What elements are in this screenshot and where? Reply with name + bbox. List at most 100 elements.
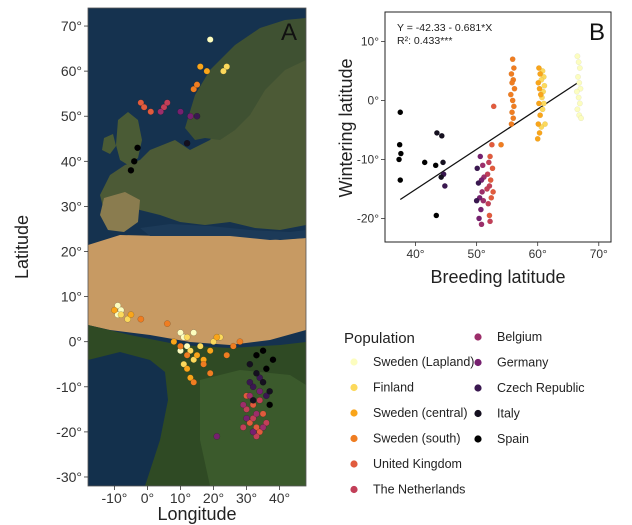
y-tick-label: 30° bbox=[61, 198, 82, 214]
map-point bbox=[187, 112, 194, 120]
scatter-point bbox=[534, 135, 541, 142]
map-point bbox=[187, 347, 194, 355]
x-tick-label: 30° bbox=[236, 490, 257, 506]
map-point bbox=[157, 108, 164, 116]
scatter-point bbox=[535, 121, 542, 127]
scatter-point bbox=[490, 103, 497, 110]
scatter-point bbox=[479, 189, 485, 195]
y-tick-label: -20° bbox=[357, 211, 379, 225]
map-point bbox=[137, 315, 145, 323]
map-point bbox=[111, 306, 118, 314]
map-point bbox=[177, 329, 184, 336]
scatter-point bbox=[398, 150, 404, 157]
y-tick-label: -10° bbox=[56, 379, 82, 395]
map-point bbox=[263, 419, 270, 427]
scatter-point bbox=[476, 215, 482, 222]
x-tick-label: 20° bbox=[203, 490, 224, 506]
panel-a-xlabel: Longitude bbox=[157, 504, 236, 524]
panel-b-ylabel: Wintering latitude bbox=[336, 58, 356, 197]
panel-b-label: B bbox=[589, 19, 605, 46]
map-point bbox=[206, 36, 214, 43]
map-point bbox=[246, 392, 254, 400]
legend-swatch bbox=[350, 434, 358, 443]
scatter-point bbox=[485, 200, 492, 207]
scatter-point bbox=[484, 186, 490, 192]
scatter-point bbox=[536, 85, 543, 92]
scatter-point bbox=[498, 141, 504, 148]
map-point bbox=[127, 167, 135, 174]
map-point bbox=[127, 311, 135, 318]
map-point bbox=[266, 388, 273, 395]
scatter-point bbox=[577, 85, 584, 92]
legend-swatch bbox=[474, 435, 482, 443]
panel-a-label: A bbox=[281, 19, 297, 46]
scatter-point bbox=[487, 153, 493, 160]
scatter-point bbox=[397, 109, 404, 116]
map-point bbox=[263, 365, 270, 373]
scatter-point bbox=[574, 106, 581, 113]
scatter-point bbox=[396, 141, 403, 148]
x-tick-label: 50° bbox=[468, 247, 486, 261]
panel-b-plot-area bbox=[384, 11, 612, 243]
legend-label: Sweden (south) bbox=[373, 432, 461, 446]
scatter-point bbox=[575, 74, 581, 80]
legend-label: United Kingdom bbox=[373, 457, 462, 471]
map-point bbox=[183, 333, 191, 341]
map-point bbox=[177, 342, 184, 350]
map-point bbox=[246, 378, 254, 386]
scatter-point bbox=[489, 165, 496, 172]
map-point bbox=[213, 333, 221, 341]
map-point bbox=[230, 342, 237, 350]
scatter-point bbox=[489, 141, 495, 148]
legend-label: Sweden (central) bbox=[373, 406, 468, 420]
y-tick-label: -20° bbox=[56, 424, 82, 440]
map-point bbox=[193, 81, 201, 88]
map-point bbox=[187, 374, 194, 382]
scatter-point bbox=[510, 115, 517, 122]
map-point bbox=[190, 85, 197, 93]
map-point bbox=[256, 374, 264, 382]
map-point bbox=[243, 406, 250, 413]
legend-swatch bbox=[350, 460, 358, 468]
scatter-point bbox=[509, 79, 515, 86]
legend-swatch bbox=[350, 485, 358, 494]
x-tick-label: 40° bbox=[406, 247, 424, 261]
map-point bbox=[246, 360, 254, 368]
scatter-point bbox=[576, 79, 583, 86]
scatter-point bbox=[474, 165, 481, 172]
scatter-point bbox=[575, 94, 582, 101]
legend-swatch bbox=[350, 358, 358, 366]
map-point bbox=[249, 428, 257, 436]
scatter-point bbox=[578, 115, 584, 122]
map-point bbox=[206, 347, 214, 355]
map-point bbox=[177, 108, 184, 116]
map-point bbox=[256, 397, 264, 404]
y-tick-label: 50° bbox=[61, 108, 82, 124]
y-tick-label: 70° bbox=[61, 18, 82, 34]
map-point bbox=[256, 428, 264, 436]
legend: Population Sweden (Lapland)FinlandSweden… bbox=[344, 330, 585, 497]
scatter-point bbox=[442, 183, 448, 189]
scatter-point bbox=[541, 82, 548, 89]
scatter-point bbox=[488, 194, 495, 201]
legend-label: Sweden (Lapland) bbox=[373, 355, 474, 369]
scatter-point bbox=[487, 177, 494, 183]
panel-a-axes: -10° 0° 10° 20° 30° 40° 70° 60° 50° 40° 30° 20° 10° 0… bbox=[56, 18, 290, 506]
scatter-data-points bbox=[396, 53, 584, 228]
scatter-point bbox=[511, 103, 517, 110]
legend-label: Czech Republic bbox=[497, 381, 585, 395]
scatter-point bbox=[508, 121, 515, 127]
map-point bbox=[249, 415, 257, 422]
y-tick-label: 60° bbox=[61, 63, 82, 79]
scatter-point bbox=[536, 100, 542, 107]
legend-swatch bbox=[474, 384, 482, 392]
map-point bbox=[117, 311, 125, 318]
scatter-point bbox=[573, 88, 580, 95]
map-point bbox=[190, 356, 197, 364]
x-tick-label: 70° bbox=[590, 247, 608, 261]
map-point bbox=[239, 401, 247, 409]
legend-label: Belgium bbox=[497, 330, 542, 344]
map-point bbox=[134, 144, 141, 152]
x-tick-label: 60° bbox=[529, 247, 547, 261]
map-point bbox=[256, 388, 264, 395]
